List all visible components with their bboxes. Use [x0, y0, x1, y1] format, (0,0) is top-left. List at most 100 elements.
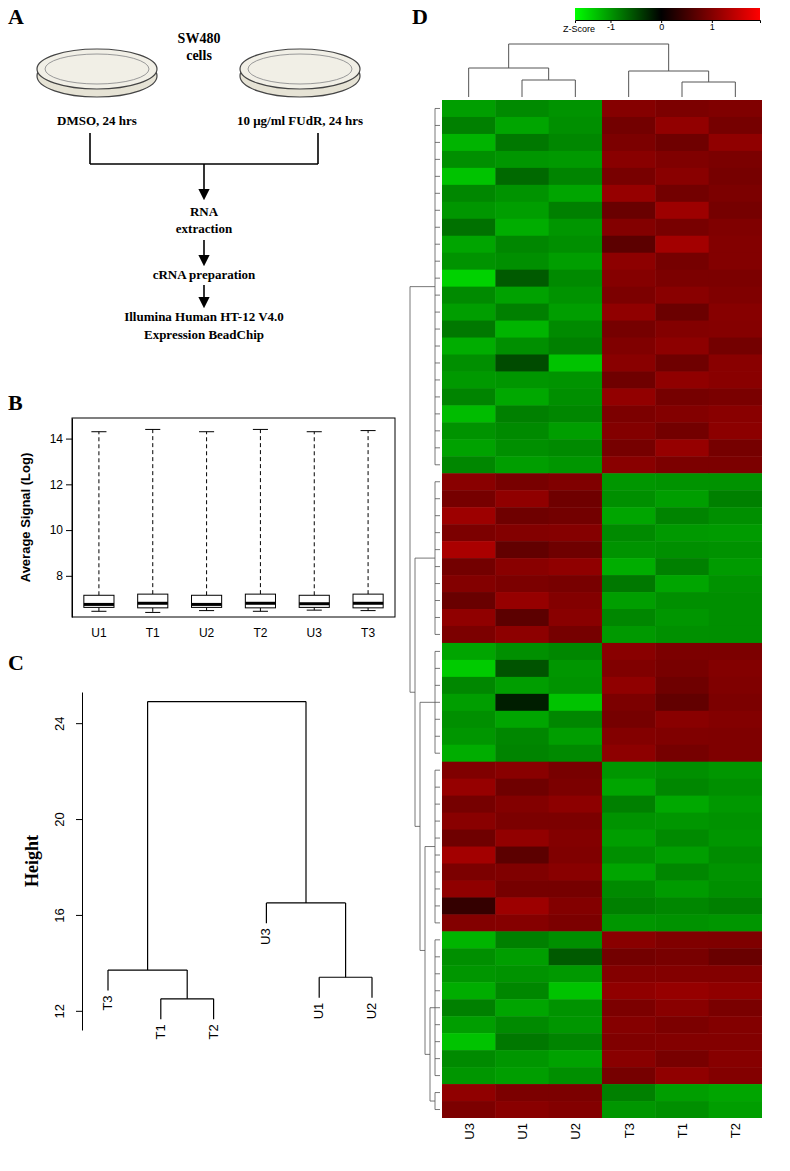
leaf-label: U3 [258, 928, 273, 945]
heatmap-cell [495, 728, 549, 745]
column-label: T2 [728, 1123, 743, 1138]
heatmap-cell [602, 575, 656, 592]
heatmap-cell [709, 745, 762, 762]
dendrogram-link [435, 1007, 440, 1008]
connector [89, 133, 91, 164]
heatmap-cell [655, 762, 709, 779]
heatmap-cell [602, 524, 656, 541]
heatmap-cell [655, 117, 709, 134]
dendrogram-link [435, 990, 440, 991]
heatmap-cell [442, 185, 496, 202]
heatmap-cell [602, 897, 656, 914]
heatmap-cell [549, 948, 603, 965]
tick: 0 [659, 20, 664, 32]
heatmap-cell [442, 439, 496, 456]
heatmap-cell [549, 999, 603, 1016]
heatmap-cell [442, 931, 496, 948]
tick: 10 [50, 523, 72, 537]
tick: 16 [52, 908, 82, 922]
dendrogram-link [415, 558, 435, 559]
dendrogram-link [435, 261, 440, 262]
heatmap-cell [602, 185, 656, 202]
heatmap-cell [442, 321, 496, 338]
heatmap-cell [709, 558, 762, 575]
heatmap-cell [709, 253, 762, 270]
heatmap-cell [495, 405, 549, 422]
heatmap-cell [442, 134, 496, 151]
heatmap-cell [709, 592, 762, 609]
heatmap-cell [709, 388, 762, 405]
box-group [299, 432, 329, 610]
heatmap-cell [549, 1084, 603, 1101]
heatmap-cell [655, 439, 709, 456]
heatmap-cell [655, 1084, 709, 1101]
heatmap-cell [549, 762, 603, 779]
heatmap-cell [602, 134, 656, 151]
heatmap-cell [602, 287, 656, 304]
dendrogram-link [435, 430, 440, 431]
heatmap-cell [495, 151, 549, 168]
heatmap-cell [549, 1050, 603, 1067]
heatmap-cell [442, 592, 496, 609]
median [245, 602, 275, 605]
tick-mark [76, 819, 82, 820]
heatmap-cell [655, 897, 709, 914]
heatmap-cell [655, 864, 709, 881]
box [138, 594, 168, 608]
tick-label: 12 [50, 478, 64, 492]
heatmap-cell [495, 287, 549, 304]
heatmap-cell [655, 626, 709, 643]
dendrogram-link [410, 286, 435, 287]
heatmap-cell [495, 439, 549, 456]
heatmap-cell [442, 677, 496, 694]
heatmap-cell [495, 541, 549, 558]
heatmap-cell [442, 168, 496, 185]
tick: 12 [52, 1004, 82, 1018]
column-label: U1 [515, 1123, 530, 1140]
heatmap-cell [442, 745, 496, 762]
dendrogram-link [420, 702, 435, 703]
heatmap-cell [495, 965, 549, 982]
dendrogram-link [148, 701, 306, 702]
heatmap-cell [655, 134, 709, 151]
heatmap-cell [709, 185, 762, 202]
dendrogram-link [435, 1092, 440, 1093]
heatmap-cell [442, 796, 496, 813]
heatmap-cell [495, 880, 549, 897]
heatmap-cell [655, 100, 709, 117]
tick-mark [66, 576, 72, 577]
whisker-cap [91, 431, 106, 432]
heatmap-cell [655, 847, 709, 864]
heatmap-cell [495, 524, 549, 541]
heatmap-cell [495, 796, 549, 813]
heatmap-cell [709, 1067, 762, 1084]
column-label: T1 [675, 1123, 690, 1138]
heatmap-cell [549, 524, 603, 541]
heatmap-cell [495, 219, 549, 236]
leaf-label: U1 [311, 1003, 326, 1020]
heatmap-cell [549, 897, 603, 914]
box [84, 595, 114, 607]
heatmap-cell [709, 728, 762, 745]
dendrogram-link [435, 244, 440, 245]
heatmap-cell [549, 745, 603, 762]
heatmap-cell [495, 897, 549, 914]
heatmap-cell [442, 626, 496, 643]
heatmap-cell [495, 847, 549, 864]
heatmap-cell [655, 999, 709, 1016]
condition-label: 10 μg/ml FUdR, 24 hrs [237, 113, 363, 128]
heatmap-cell [655, 185, 709, 202]
heatmap-cell [495, 592, 549, 609]
axis: -101 [576, 20, 761, 32]
heatmap-cell [549, 304, 603, 321]
heatmap-cell [602, 711, 656, 728]
heatmap-cell [602, 677, 656, 694]
heatmap-cell [655, 304, 709, 321]
dendrogram-link [522, 80, 523, 97]
heatmap-cell [655, 219, 709, 236]
heatmap-cell [655, 338, 709, 355]
heatmap-cell [495, 422, 549, 439]
heatmap-cell [655, 490, 709, 507]
heatmap-cell [442, 117, 496, 134]
heatmap-cell [709, 287, 762, 304]
